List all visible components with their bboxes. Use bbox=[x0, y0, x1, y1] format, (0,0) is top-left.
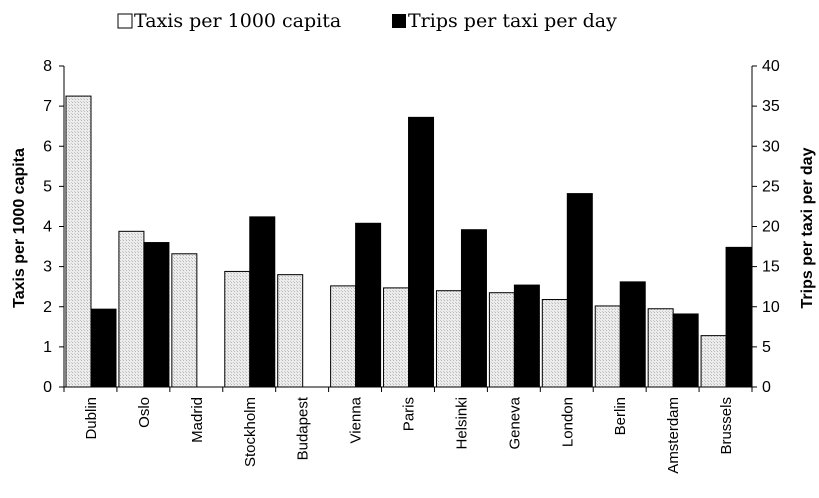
bar-trips-stockholm bbox=[249, 216, 276, 388]
bar-taxis-stockholm bbox=[224, 270, 251, 388]
legend: Taxis per 1000 capita Trips per taxi per… bbox=[117, 10, 617, 32]
bar-trips-berlin bbox=[619, 281, 646, 388]
left-tick-label: 7 bbox=[43, 98, 52, 115]
category-label-london: London bbox=[559, 397, 576, 447]
category-label-budapest: Budapest bbox=[295, 396, 312, 460]
legend-swatch-taxis bbox=[117, 13, 133, 29]
legend-swatch-trips bbox=[392, 14, 406, 28]
bar-taxis-amsterdam bbox=[647, 308, 674, 388]
left-tick-label: 3 bbox=[43, 259, 52, 276]
right-axis-ticks: 0 5 10 15 20 25 30 35 40 bbox=[752, 58, 780, 396]
right-tick-label: 35 bbox=[762, 98, 780, 115]
bar-trips-paris bbox=[408, 116, 435, 388]
left-tick-label: 4 bbox=[43, 219, 52, 236]
category-label-helsinki: Helsinki bbox=[453, 397, 470, 450]
bar-trips-dublin bbox=[90, 308, 117, 388]
right-tick-label: 40 bbox=[762, 58, 780, 75]
bar-trips-oslo bbox=[143, 242, 170, 388]
bar-taxis-paris bbox=[383, 287, 410, 388]
category-label-stockholm: Stockholm bbox=[242, 397, 259, 467]
bar-taxis-helsinki bbox=[435, 290, 462, 388]
right-tick-label: 25 bbox=[762, 178, 780, 195]
category-label-vienna: Vienna bbox=[348, 396, 365, 443]
category-label-geneva: Geneva bbox=[506, 396, 523, 449]
bar-trips-amsterdam bbox=[672, 313, 699, 388]
bar-taxis-geneva bbox=[488, 292, 515, 388]
left-tick-label: 6 bbox=[43, 138, 52, 155]
left-tick-label: 1 bbox=[43, 339, 52, 356]
category-label-berlin: Berlin bbox=[612, 397, 629, 435]
right-tick-label: 30 bbox=[762, 138, 780, 155]
category-labels: Dublin Oslo Madrid Stockholm Budapest Vienna P… bbox=[63, 387, 753, 474]
bar-taxis-berlin bbox=[594, 305, 621, 388]
bars-group bbox=[65, 95, 752, 388]
right-tick-label: 10 bbox=[762, 299, 780, 316]
bar-trips-london bbox=[566, 193, 593, 388]
right-tick-label: 5 bbox=[762, 339, 771, 356]
bar-trips-geneva bbox=[513, 284, 540, 388]
left-axis-ticks: 0 1 2 3 4 5 6 7 8 bbox=[43, 58, 64, 396]
category-label-amsterdam: Amsterdam bbox=[665, 397, 682, 474]
bar-taxis-brussels bbox=[700, 335, 727, 388]
bar-taxis-oslo bbox=[118, 230, 145, 388]
category-label-paris: Paris bbox=[401, 397, 418, 431]
left-tick-label: 5 bbox=[43, 178, 52, 195]
category-label-brussels: Brussels bbox=[718, 397, 735, 455]
category-label-oslo: Oslo bbox=[136, 397, 153, 428]
bar-taxis-dublin bbox=[65, 95, 92, 388]
right-tick-label: 20 bbox=[762, 219, 780, 236]
bar-trips-helsinki bbox=[460, 229, 487, 388]
right-tick-label: 0 bbox=[762, 379, 771, 396]
legend-label-trips: Trips per taxi per day bbox=[408, 10, 617, 32]
left-axis-title: Taxis per 1000 capita bbox=[11, 148, 28, 308]
legend-label-taxis: Taxis per 1000 capita bbox=[134, 10, 341, 32]
left-tick-label: 8 bbox=[43, 58, 52, 75]
right-axis-title: Trips per taxi per day bbox=[799, 147, 816, 308]
bar-taxis-madrid bbox=[171, 253, 198, 388]
category-label-madrid: Madrid bbox=[189, 397, 206, 443]
bar-taxis-london bbox=[541, 299, 568, 388]
bar-taxis-vienna bbox=[330, 285, 357, 388]
left-tick-label: 0 bbox=[43, 379, 52, 396]
bar-taxis-budapest bbox=[277, 274, 304, 388]
bar-trips-brussels bbox=[725, 246, 752, 388]
right-tick-label: 15 bbox=[762, 259, 780, 276]
bar-trips-vienna bbox=[355, 222, 382, 388]
category-label-dublin: Dublin bbox=[83, 397, 100, 440]
left-tick-label: 2 bbox=[43, 299, 52, 316]
